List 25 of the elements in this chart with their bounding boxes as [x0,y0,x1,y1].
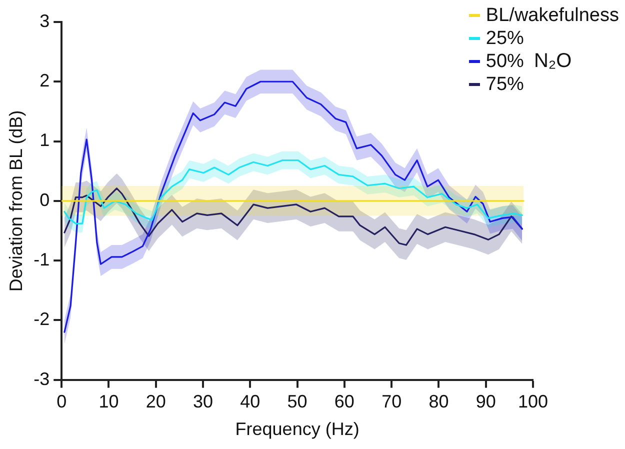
legend-label: 50% [486,50,524,73]
y-tick-label: 2 [40,70,50,91]
legend-label: 25% [486,27,524,50]
x-tick-label: 10 [98,392,119,412]
y-tick-label: -2 [34,309,50,330]
x-tick-label: 20 [146,392,166,412]
legend-label: 75% [486,73,524,96]
x-tick-label: 40 [240,392,260,412]
x-tick-label: 0 [56,392,67,412]
y-tick-label: 0 [40,190,50,210]
x-tick-label: 90 [476,392,496,412]
y-tick-label: 3 [40,10,50,31]
x-tick-label: 50 [287,392,308,412]
y-axis-title: Deviation from BL (dB) [6,110,26,292]
x-tick-label: 60 [334,392,354,412]
x-tick-label: 100 [518,392,548,412]
y-tick-label: 1 [40,130,50,150]
legend-title: N₂O [534,50,572,73]
x-axis-title: Frequency (Hz) [235,419,360,440]
y-tick-label: -1 [34,250,50,270]
x-tick-label: 70 [382,392,402,412]
legend-label: BL/wakefulness [486,4,619,27]
x-tick-label: 80 [428,392,449,412]
x-tick-label: 30 [193,392,214,412]
y-tick-label: -3 [34,368,50,389]
